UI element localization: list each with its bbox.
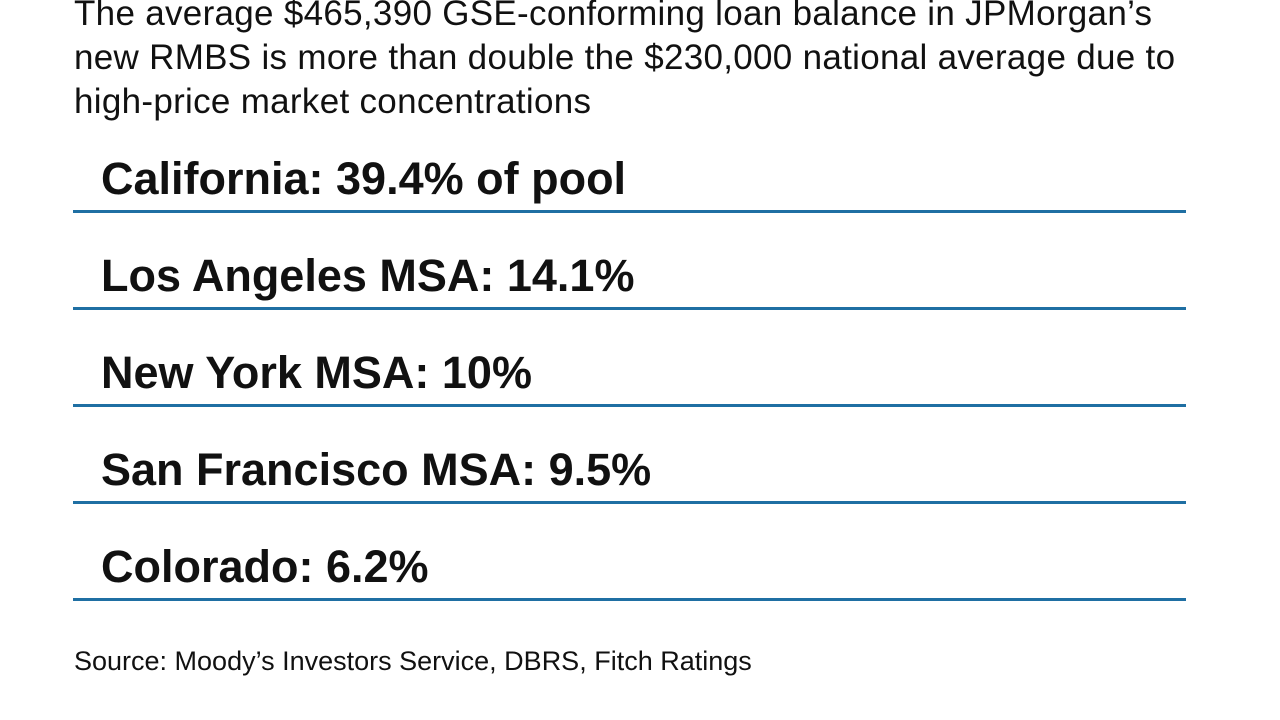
row-divider bbox=[73, 404, 1186, 407]
row-divider bbox=[73, 501, 1186, 504]
concentration-row-new-york: New York MSA: 10% bbox=[73, 334, 1186, 431]
concentration-label-colorado: Colorado: 6.2% bbox=[101, 541, 429, 592]
chart-headline: The average $465,390 GSE-conforming loan… bbox=[74, 0, 1176, 121]
source-note: Source: Moody’s Investors Service, DBRS,… bbox=[74, 646, 752, 676]
concentration-list: California: 39.4% of pool Los Angeles MS… bbox=[73, 140, 1186, 625]
row-divider bbox=[73, 598, 1186, 601]
row-divider bbox=[73, 210, 1186, 213]
concentration-label-california: California: 39.4% of pool bbox=[101, 153, 627, 204]
concentration-row-san-francisco: San Francisco MSA: 9.5% bbox=[73, 431, 1186, 528]
concentration-row-colorado: Colorado: 6.2% bbox=[73, 528, 1186, 625]
concentration-label-san-francisco: San Francisco MSA: 9.5% bbox=[101, 444, 652, 495]
row-divider bbox=[73, 307, 1186, 310]
concentration-row-california: California: 39.4% of pool bbox=[73, 140, 1186, 237]
concentration-row-los-angeles: Los Angeles MSA: 14.1% bbox=[73, 237, 1186, 334]
concentration-label-los-angeles: Los Angeles MSA: 14.1% bbox=[101, 250, 635, 301]
concentration-label-new-york: New York MSA: 10% bbox=[101, 347, 532, 398]
